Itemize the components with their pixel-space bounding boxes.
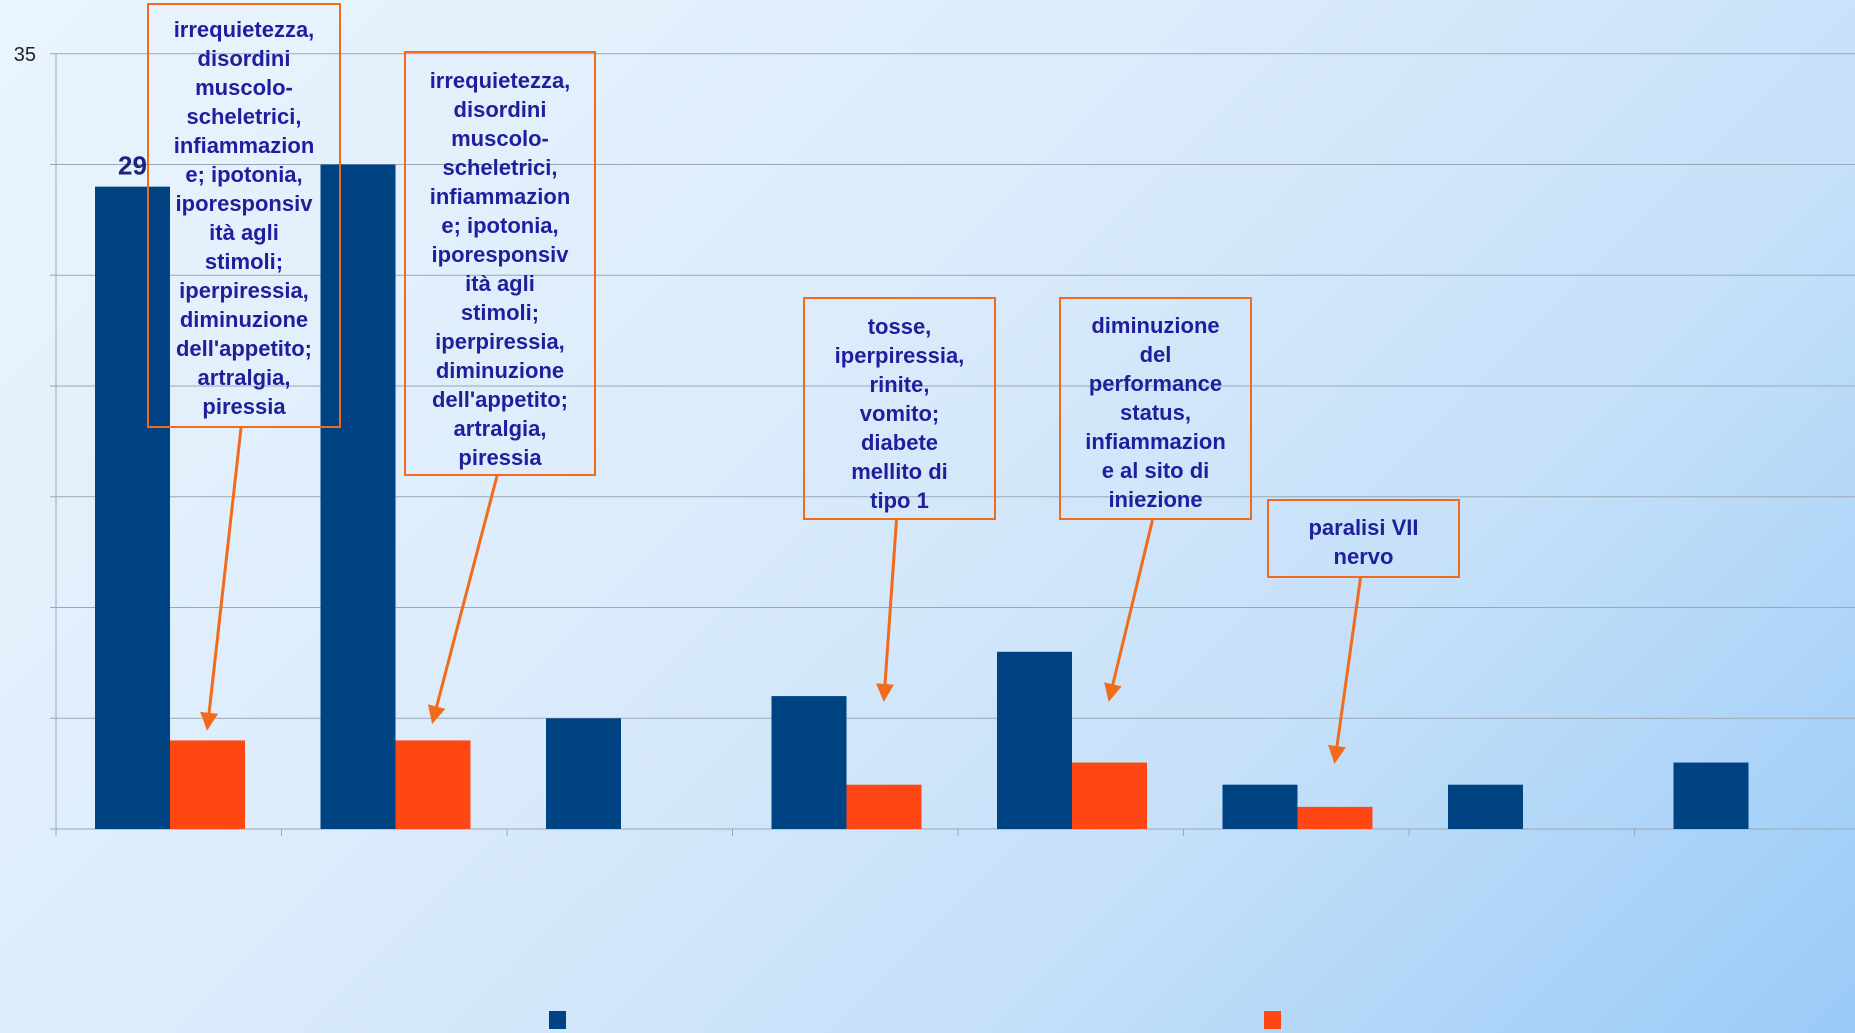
bar-series-1-cat-8	[1673, 762, 1749, 829]
callout-box-5: paralisi VII nervo	[1267, 499, 1460, 578]
callout-text: ità agli	[465, 271, 535, 296]
callout-text: infiammazion	[429, 184, 571, 209]
callout-arrows	[200, 427, 1362, 764]
callout-text: diminuzione	[1091, 313, 1220, 338]
ticks: 35	[14, 44, 1635, 836]
bar-series-1-cat-6	[1222, 784, 1298, 829]
legend-swatch-series-2	[1264, 1011, 1281, 1029]
callout-text: infiammazion	[1085, 429, 1226, 454]
bar-series-1-cat-7	[1448, 784, 1523, 829]
callout-text: tosse,	[867, 314, 932, 339]
bars	[95, 164, 1749, 829]
bar-series-1-cat-2	[320, 164, 396, 829]
callout-text: tipo 1	[870, 488, 929, 513]
callout-text: muscolo-	[195, 75, 293, 100]
callout-text: e al sito di	[1101, 458, 1210, 483]
callout-text: diminuzione	[435, 358, 565, 383]
callout-text: stimoli;	[204, 249, 284, 274]
callout-text: iperpiressia,	[834, 343, 965, 368]
bar-series-1-cat-1	[95, 186, 170, 829]
bar-series-2-cat-1	[170, 740, 245, 829]
callout-text: ità agli	[209, 220, 279, 245]
bar-series-2-cat-2	[395, 740, 471, 829]
callout-text: nervo	[1333, 544, 1394, 569]
callout-text: scheletrici,	[442, 155, 558, 180]
callout-text: iporesponsiv	[175, 191, 313, 216]
callout-text: scheletrici,	[186, 104, 302, 129]
callout-text: irrequietezza,	[429, 68, 571, 93]
callout-text: iniezione	[1108, 487, 1203, 512]
callout-text: e; ipotonia,	[441, 213, 559, 238]
callout-box-4: diminuzione del performance status, infi…	[1059, 297, 1252, 520]
callout-text: status,	[1120, 400, 1191, 425]
callout-text: stimoli;	[460, 300, 540, 325]
callout-arrow-2	[427, 475, 499, 724]
callout-arrow-4	[1104, 519, 1154, 702]
callout-box-2: irrequietezza, disordini muscolo- schele…	[404, 51, 596, 476]
data-labels: 29	[118, 151, 147, 181]
callout-text: artralgia,	[453, 416, 547, 441]
callout-arrow-5	[1328, 577, 1362, 764]
callout-text: dell'appetito;	[431, 387, 568, 412]
callout-text: muscolo-	[451, 126, 549, 151]
callout-text: piressia	[202, 394, 286, 419]
callout-text: piressia	[458, 445, 542, 470]
legend-swatch-series-1	[549, 1011, 566, 1029]
callout-text: irrequietezza,	[173, 17, 315, 42]
callout-text: del	[1139, 342, 1172, 367]
callout-text: mellito di	[851, 459, 948, 484]
callout-text: vomito;	[859, 401, 940, 426]
callout-text: dell'appetito;	[175, 336, 312, 361]
callout-text: iperpiressia,	[435, 329, 565, 354]
callout-arrow-1	[200, 427, 243, 731]
callout-box-3: tosse, iperpiressia, rinite, vomito; dia…	[803, 297, 996, 520]
callout-text: rinite,	[869, 372, 930, 397]
callout-text: diabete	[860, 430, 939, 455]
callout-text: diminuzione	[179, 307, 309, 332]
bar-series-2-cat-4	[846, 784, 922, 829]
callout-text: disordini	[453, 97, 547, 122]
callout-text: e; ipotonia,	[185, 162, 303, 187]
bar-series-1-cat-3	[546, 718, 621, 829]
data-label: 29	[118, 151, 147, 181]
callout-text: infiammazion	[173, 133, 315, 158]
bar-series-1-cat-4	[771, 696, 847, 829]
callout-text: paralisi VII	[1308, 515, 1419, 540]
callout-box-1: irrequietezza, disordini muscolo- schele…	[147, 3, 341, 428]
bar-series-2-cat-5	[1072, 762, 1147, 829]
callout-text: performance	[1088, 371, 1223, 396]
bar-series-1-cat-5	[997, 651, 1072, 829]
bar-series-2-cat-6	[1297, 806, 1373, 829]
callout-text: iperpiressia,	[179, 278, 309, 303]
callout-text: disordini	[197, 46, 291, 71]
callout-text: iporesponsiv	[431, 242, 569, 267]
callout-text: artralgia,	[197, 365, 291, 390]
y-tick-label: 35	[14, 44, 36, 66]
callout-arrow-3	[876, 519, 898, 702]
